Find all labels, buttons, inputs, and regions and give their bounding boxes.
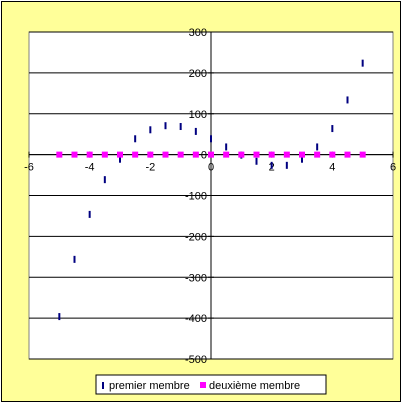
data-point — [346, 96, 349, 104]
data-point — [301, 155, 303, 163]
x-tick-label: -4 — [85, 162, 95, 174]
data-point — [268, 151, 275, 158]
data-point — [119, 155, 121, 163]
y-tick-label: -300 — [185, 272, 207, 284]
data-point — [117, 151, 123, 158]
data-point — [103, 176, 106, 184]
data-point — [164, 122, 167, 130]
legend-box — [95, 374, 327, 395]
data-point — [101, 151, 108, 158]
data-point — [270, 161, 273, 169]
data-point — [208, 151, 214, 158]
legend-marker — [102, 382, 104, 389]
legend: premier membre deuxième membre — [95, 374, 327, 395]
series-premier-membre — [58, 59, 364, 321]
series-deuxieme-membre — [56, 151, 366, 158]
x-tick-label: -6 — [24, 162, 34, 174]
data-point — [329, 151, 336, 158]
y-tick-label: -100 — [185, 191, 207, 203]
data-point — [73, 255, 76, 263]
x-tick-label: 6 — [390, 162, 396, 174]
data-point — [88, 210, 91, 218]
data-point — [58, 313, 61, 321]
data-point — [71, 151, 78, 158]
y-tick-label: 100 — [189, 109, 207, 121]
data-point — [283, 151, 290, 158]
data-point — [359, 151, 366, 158]
data-point — [147, 151, 154, 158]
y-tick-label: 0 — [201, 150, 207, 162]
x-tick-label: 0 — [208, 162, 214, 174]
data-marks — [56, 59, 366, 321]
data-point — [210, 135, 212, 143]
data-point — [225, 143, 228, 151]
data-point — [253, 151, 260, 158]
data-point — [223, 151, 230, 158]
data-point — [149, 126, 152, 134]
data-point — [316, 143, 319, 151]
data-point — [255, 157, 258, 165]
data-point — [177, 151, 184, 158]
data-point — [132, 151, 139, 158]
data-point — [361, 59, 364, 67]
y-tick-label: -500 — [185, 354, 207, 366]
y-tick-label: 300 — [189, 27, 207, 39]
legend-label: deuxième membre — [209, 380, 300, 392]
data-point — [194, 127, 197, 135]
y-tick-label: -200 — [185, 231, 207, 243]
x-tick-label: -2 — [145, 162, 155, 174]
data-point — [314, 151, 321, 158]
data-point — [344, 151, 351, 158]
data-point — [299, 151, 305, 158]
data-point — [331, 125, 334, 133]
legend-marker — [200, 382, 206, 388]
data-point — [192, 151, 199, 158]
y-tick-label: -400 — [185, 313, 207, 325]
data-point — [238, 151, 245, 158]
y-tick-label: 200 — [189, 68, 207, 80]
legend-label: premier membre — [109, 380, 190, 392]
data-point — [285, 161, 288, 169]
data-point — [56, 151, 63, 158]
x-tick-label: 4 — [329, 162, 335, 174]
data-point — [179, 123, 182, 131]
data-point — [86, 151, 93, 158]
data-point — [162, 151, 169, 158]
data-point — [134, 135, 137, 143]
